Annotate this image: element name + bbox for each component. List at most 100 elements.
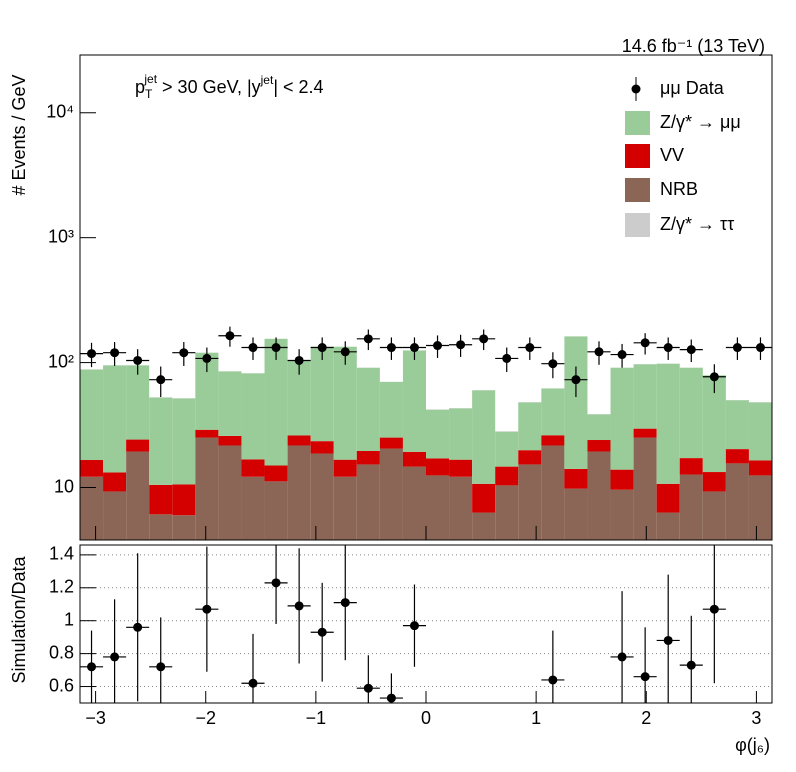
hist-bar <box>356 367 380 452</box>
hist-bar <box>379 448 403 540</box>
axes: 10 10² 10³ 10⁴ 0.6 0.8 1 1.2 1.4 −3 −2 −1 0 1 2 3 <box>46 102 761 728</box>
hist-bar <box>126 439 150 452</box>
y-tick-label: 1.2 <box>49 577 74 597</box>
x-tick-label: 2 <box>641 708 651 728</box>
hist-bar <box>379 437 403 449</box>
cut-annotation: pTjet > 30 GeV, |yjet| < 2.4 <box>135 72 324 101</box>
legend-label: Z/γ* → μμ <box>660 112 741 132</box>
hist-bar <box>241 373 265 460</box>
data-point <box>663 343 673 353</box>
hist-bar <box>472 512 496 540</box>
data-point <box>202 353 212 363</box>
ratio-point <box>409 621 419 631</box>
ratio-point <box>617 652 627 662</box>
hist-bar <box>172 484 196 516</box>
data-point <box>594 347 604 357</box>
hist-bar <box>587 451 611 540</box>
annotation-part: p <box>135 77 145 97</box>
hist-bar <box>333 459 357 477</box>
data-point <box>386 343 396 353</box>
hist-bar <box>333 476 357 540</box>
data-point <box>179 348 189 358</box>
hist-bar <box>449 459 473 477</box>
data-point <box>755 343 765 353</box>
x-axis-label: φ(j₆) <box>735 735 770 755</box>
hist-bar <box>287 445 311 540</box>
hist-bar <box>402 451 426 467</box>
hist-bar <box>610 469 634 490</box>
hist-bar <box>725 463 749 540</box>
data-point <box>294 355 304 365</box>
hist-bar <box>495 485 519 540</box>
hist-bar <box>195 429 219 438</box>
annotation-part: T <box>145 87 153 101</box>
hist-bar <box>541 388 565 436</box>
hist-bar <box>149 397 173 485</box>
hist-bar <box>679 367 703 459</box>
data-point <box>156 375 166 385</box>
ratio-point <box>686 660 696 670</box>
hist-bar <box>333 346 357 460</box>
ratio-point <box>271 578 281 588</box>
data-point <box>225 331 235 341</box>
hist-bar <box>287 435 311 446</box>
hist-bar <box>587 440 611 452</box>
y-tick-label: 0.8 <box>49 642 74 662</box>
data-point <box>640 338 650 348</box>
hist-bar <box>426 475 450 540</box>
hist-bar <box>564 336 588 469</box>
hist-bar <box>587 414 611 441</box>
data-point <box>363 334 373 344</box>
ratio-point <box>340 598 350 608</box>
hist-bar <box>172 515 196 540</box>
hist-bar <box>495 431 519 467</box>
x-tick-label: 1 <box>531 708 541 728</box>
hist-bar <box>748 460 772 476</box>
ratio-plot <box>80 545 772 703</box>
annotation-part: jet <box>143 72 157 86</box>
x-tick-label: −1 <box>306 708 327 728</box>
legend-label: μμ Data <box>660 78 725 98</box>
data-point <box>433 341 443 351</box>
hist-bar <box>241 459 265 477</box>
data-point <box>340 347 350 357</box>
hist-bar <box>172 398 196 485</box>
ratio-point <box>87 662 97 672</box>
data-point <box>87 349 97 359</box>
hist-bar <box>449 408 473 460</box>
hist-bar <box>218 371 242 436</box>
ratio-point <box>110 652 120 662</box>
main-plot <box>80 326 772 540</box>
x-tick-label: −3 <box>85 708 106 728</box>
main-frame <box>79 54 773 541</box>
hist-bar <box>633 428 657 438</box>
data-point <box>571 375 581 385</box>
legend: μμ Data Z/γ* → μμ VV NRB Z/γ* → ττ <box>625 77 741 237</box>
hist-bar <box>656 363 680 484</box>
hist-bar <box>702 472 726 492</box>
hist-bar <box>126 365 150 440</box>
hist-bar <box>80 460 104 477</box>
annotation-part: | < 2.4 <box>273 77 323 97</box>
hist-bar <box>356 451 380 465</box>
y-tick-label: 10 <box>54 476 74 496</box>
hist-bar <box>264 481 288 540</box>
ratio-y-axis-label: Simulation/Data <box>9 555 29 683</box>
data-point <box>502 353 512 363</box>
hist-bar <box>748 475 772 540</box>
hist-bar <box>218 435 242 446</box>
ratio-point <box>709 604 719 614</box>
annotation-part: > 30 GeV, |y <box>157 77 261 97</box>
hist-bar <box>633 364 657 429</box>
hist-bar <box>610 367 634 470</box>
hist-bar <box>426 409 450 459</box>
hist-bar <box>656 512 680 540</box>
data-point <box>110 348 120 358</box>
legend-label: Z/γ* → ττ <box>660 214 734 234</box>
data-point <box>133 355 143 365</box>
legend-swatch <box>625 213 650 237</box>
hist-bar <box>518 464 542 540</box>
data-point <box>548 359 558 369</box>
data-point <box>456 340 466 350</box>
